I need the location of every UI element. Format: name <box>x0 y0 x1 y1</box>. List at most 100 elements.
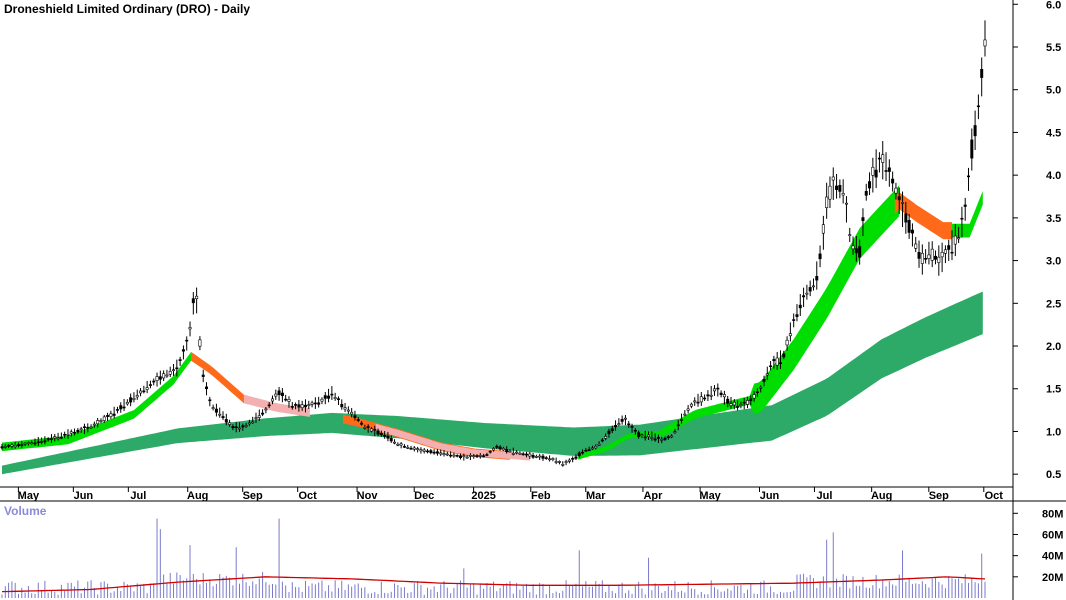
candle-body <box>30 442 34 444</box>
candle-body <box>214 408 218 413</box>
time-tick-label: 2025 <box>471 490 495 502</box>
candle-body <box>765 373 769 376</box>
candle-body <box>310 402 314 405</box>
candle-body <box>185 339 189 342</box>
candle-body <box>379 432 383 436</box>
candle-body <box>980 69 984 78</box>
candle-body <box>541 455 545 459</box>
candle-body <box>960 217 964 220</box>
candle-body <box>475 455 479 457</box>
candle-body <box>498 446 502 450</box>
candle-body <box>904 213 908 223</box>
chart-title: Droneshield Limited Ordinary (DRO) - Dai… <box>4 2 251 16</box>
candle-body <box>811 285 815 288</box>
candle-body <box>947 245 951 250</box>
candle-body <box>686 408 690 411</box>
candle-body <box>637 432 641 437</box>
candle-body <box>706 394 710 397</box>
candle-body <box>224 419 228 423</box>
candle-body <box>122 406 126 409</box>
candle-body <box>125 401 129 405</box>
candle-body <box>188 327 192 330</box>
candle-body <box>211 407 215 409</box>
fast-ema-band-pink-1 <box>243 394 310 417</box>
candle-body <box>663 437 667 440</box>
candle-body <box>831 176 835 181</box>
candle-body <box>317 402 321 405</box>
candle-body <box>386 435 390 439</box>
candle-body <box>673 431 677 433</box>
candle-body <box>590 447 594 450</box>
candle-body <box>561 464 565 466</box>
candle-body <box>142 390 146 393</box>
candle-body <box>623 417 627 420</box>
time-tick-label: May <box>18 490 40 502</box>
candle-body <box>198 339 202 347</box>
price-tick-label: 3.0 <box>1046 256 1061 268</box>
candle-body <box>788 333 792 337</box>
candle-body <box>620 419 624 422</box>
candle-body <box>455 455 459 457</box>
candle-body <box>881 154 885 163</box>
candle-body <box>772 359 776 362</box>
time-tick-label: Mar <box>586 490 606 502</box>
volume-panel-label: Volume <box>4 504 47 518</box>
candle-body <box>877 157 881 160</box>
candle-body <box>102 416 106 421</box>
candle-body <box>841 193 845 196</box>
price-tick-label: 2.5 <box>1046 298 1061 310</box>
candle-body <box>132 398 136 400</box>
candle-body <box>3 446 7 448</box>
candle-body <box>40 441 44 443</box>
candle-body <box>884 170 888 172</box>
candle-body <box>910 229 914 234</box>
time-tick-label: Jul <box>817 490 833 502</box>
candle-body <box>468 455 472 457</box>
candle-body <box>86 426 90 429</box>
candle-body <box>155 376 159 381</box>
candle-body <box>759 386 763 389</box>
candle-body <box>472 455 476 457</box>
candle-body <box>343 407 347 410</box>
candle-body <box>792 319 796 321</box>
candle-body <box>538 455 542 458</box>
candle-body <box>782 353 786 358</box>
candle-body <box>600 439 604 442</box>
candle-body <box>92 423 96 426</box>
candle-body <box>778 362 782 364</box>
volume-tick-label: 60M <box>1042 529 1063 541</box>
candle-body <box>168 371 172 375</box>
candle-body <box>597 443 601 446</box>
candle-body <box>508 450 512 453</box>
candle-body <box>53 436 57 439</box>
candle-body <box>449 454 453 457</box>
candle-body <box>261 412 265 415</box>
candle-body <box>604 436 608 439</box>
candle-body <box>241 425 245 428</box>
candle-body <box>264 408 268 411</box>
fast-ema-band-2 <box>578 430 662 460</box>
candle-body <box>835 185 839 190</box>
candle-body <box>274 393 278 397</box>
time-tick-label: Oct <box>985 490 1004 502</box>
time-tick-label: Feb <box>531 490 551 502</box>
candle-body <box>376 430 380 435</box>
candle-body <box>119 405 123 410</box>
candle-body <box>69 431 73 434</box>
fast-ema-band-3 <box>661 185 900 438</box>
candle-body <box>238 427 242 430</box>
candle-body <box>650 437 654 439</box>
candle-body <box>891 178 895 184</box>
volume-tick-label: 40M <box>1042 551 1063 563</box>
candle-body <box>16 444 20 447</box>
candle-body <box>205 386 209 390</box>
candle-body <box>231 426 235 429</box>
candle-body <box>699 396 703 403</box>
candle-body <box>66 434 70 436</box>
candle-body <box>181 349 185 352</box>
candle-body <box>825 196 829 208</box>
volume-average-line <box>1 576 986 593</box>
candle-body <box>429 450 433 453</box>
candle-body <box>495 446 499 448</box>
